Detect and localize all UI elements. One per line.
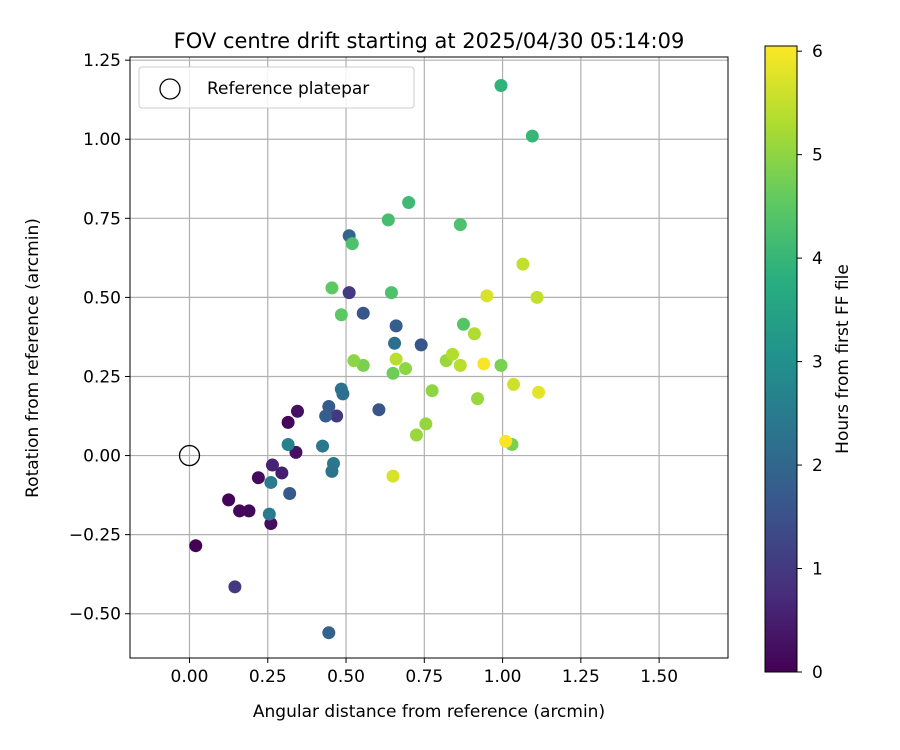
data-point: [453, 358, 467, 372]
data-point: [322, 626, 336, 640]
data-point: [356, 306, 370, 320]
data-point: [414, 338, 428, 352]
data-point: [372, 403, 386, 417]
y-tick-label: −0.50: [69, 605, 121, 625]
data-point: [445, 347, 459, 361]
data-point: [516, 257, 530, 271]
x-axis-ticks: 0.00 0.25 0.50 0.75 1.00 1.25 1.50: [171, 658, 678, 687]
data-point: [251, 471, 265, 485]
y-tick-label: 0.25: [83, 367, 121, 387]
colorbar-tick-label: 5: [812, 146, 823, 166]
data-point: [386, 366, 400, 380]
data-point: [275, 466, 289, 480]
data-point: [281, 437, 295, 451]
colorbar-tick-label: 6: [812, 42, 823, 62]
data-point: [507, 377, 521, 391]
data-point: [228, 580, 242, 594]
data-point: [388, 336, 402, 350]
data-point: [189, 539, 203, 553]
data-point: [419, 417, 433, 431]
data-point: [525, 129, 539, 143]
plot-frame: [129, 56, 729, 659]
data-point: [477, 357, 491, 371]
data-point: [480, 289, 494, 303]
colorbar-label: Hours from first FF file: [833, 264, 853, 454]
colorbar-tick-label: 1: [812, 560, 823, 580]
data-point: [494, 78, 508, 92]
y-tick-label: 1.25: [83, 51, 121, 71]
reference-marker: [178, 444, 201, 467]
x-tick-label: 1.50: [640, 667, 678, 687]
data-point: [325, 281, 339, 295]
colorbar-tick-label: 2: [812, 456, 823, 476]
data-point: [291, 404, 305, 418]
data-point: [289, 445, 303, 459]
data-point: [389, 319, 403, 333]
x-tick-label: 0.00: [171, 667, 209, 687]
x-axis-label: Angular distance from reference (arcmin): [253, 702, 605, 722]
data-point: [233, 504, 247, 518]
y-tick-label: 0.75: [83, 209, 121, 229]
legend-box: [138, 66, 415, 109]
data-point: [386, 469, 400, 483]
data-point: [281, 415, 295, 429]
colorbar-tick-label: 3: [812, 353, 823, 373]
data-point: [316, 439, 330, 453]
data-point: [381, 213, 395, 227]
data-point: [319, 409, 333, 423]
y-tick-label: 0.50: [83, 288, 121, 308]
data-point: [265, 458, 279, 472]
y-axis-label: Rotation from reference (arcmin): [23, 218, 43, 498]
legend: Reference platepar: [138, 66, 415, 109]
colorbar-ticks: 0 1 2 3 4 5 6: [797, 42, 823, 683]
data-point: [222, 493, 236, 507]
data-point: [402, 196, 416, 210]
y-axis-ticks: −0.50 −0.25 0.00 0.25 0.50 0.75 1.00 1.25: [69, 51, 130, 625]
data-point: [264, 475, 278, 489]
data-point: [262, 507, 276, 521]
data-point: [399, 362, 413, 376]
legend-reference-marker: [159, 78, 181, 100]
data-point: [347, 354, 361, 368]
data-points: [189, 78, 546, 640]
data-point: [342, 286, 356, 300]
chart-title: FOV centre drift starting at 2025/04/30 …: [174, 29, 685, 53]
colorbar-gradient: [764, 45, 798, 673]
data-point: [384, 286, 398, 300]
grid-lines: [130, 57, 728, 658]
data-point: [471, 392, 485, 406]
x-tick-label: 0.50: [327, 667, 365, 687]
data-point: [283, 487, 297, 501]
data-point: [242, 504, 256, 518]
data-point: [425, 384, 439, 398]
x-tick-label: 0.75: [405, 667, 443, 687]
colorbar: 0 1 2 3 4 5 6 Hours from first FF file: [764, 42, 853, 683]
data-point: [330, 409, 344, 423]
data-point: [336, 387, 350, 401]
y-tick-label: 1.00: [83, 130, 121, 150]
data-point: [499, 434, 513, 448]
data-point: [325, 464, 339, 478]
data-point: [345, 237, 359, 251]
x-tick-label: 1.00: [484, 667, 522, 687]
data-point: [532, 385, 546, 399]
y-tick-label: −0.25: [69, 526, 121, 546]
data-point: [456, 317, 470, 331]
data-point: [389, 352, 403, 366]
data-point: [530, 290, 544, 304]
legend-entry-reference-platepar: Reference platepar: [207, 79, 369, 99]
colorbar-tick-label: 4: [812, 249, 823, 269]
reference-platepar-marker: [178, 444, 201, 467]
x-tick-label: 1.25: [562, 667, 600, 687]
y-tick-label: 0.00: [83, 447, 121, 467]
data-point: [453, 218, 467, 232]
data-point: [467, 327, 481, 341]
colorbar-tick-label: 0: [812, 663, 823, 683]
data-point: [409, 428, 423, 442]
data-point: [334, 308, 348, 322]
data-point: [494, 358, 508, 372]
x-tick-label: 0.25: [249, 667, 287, 687]
